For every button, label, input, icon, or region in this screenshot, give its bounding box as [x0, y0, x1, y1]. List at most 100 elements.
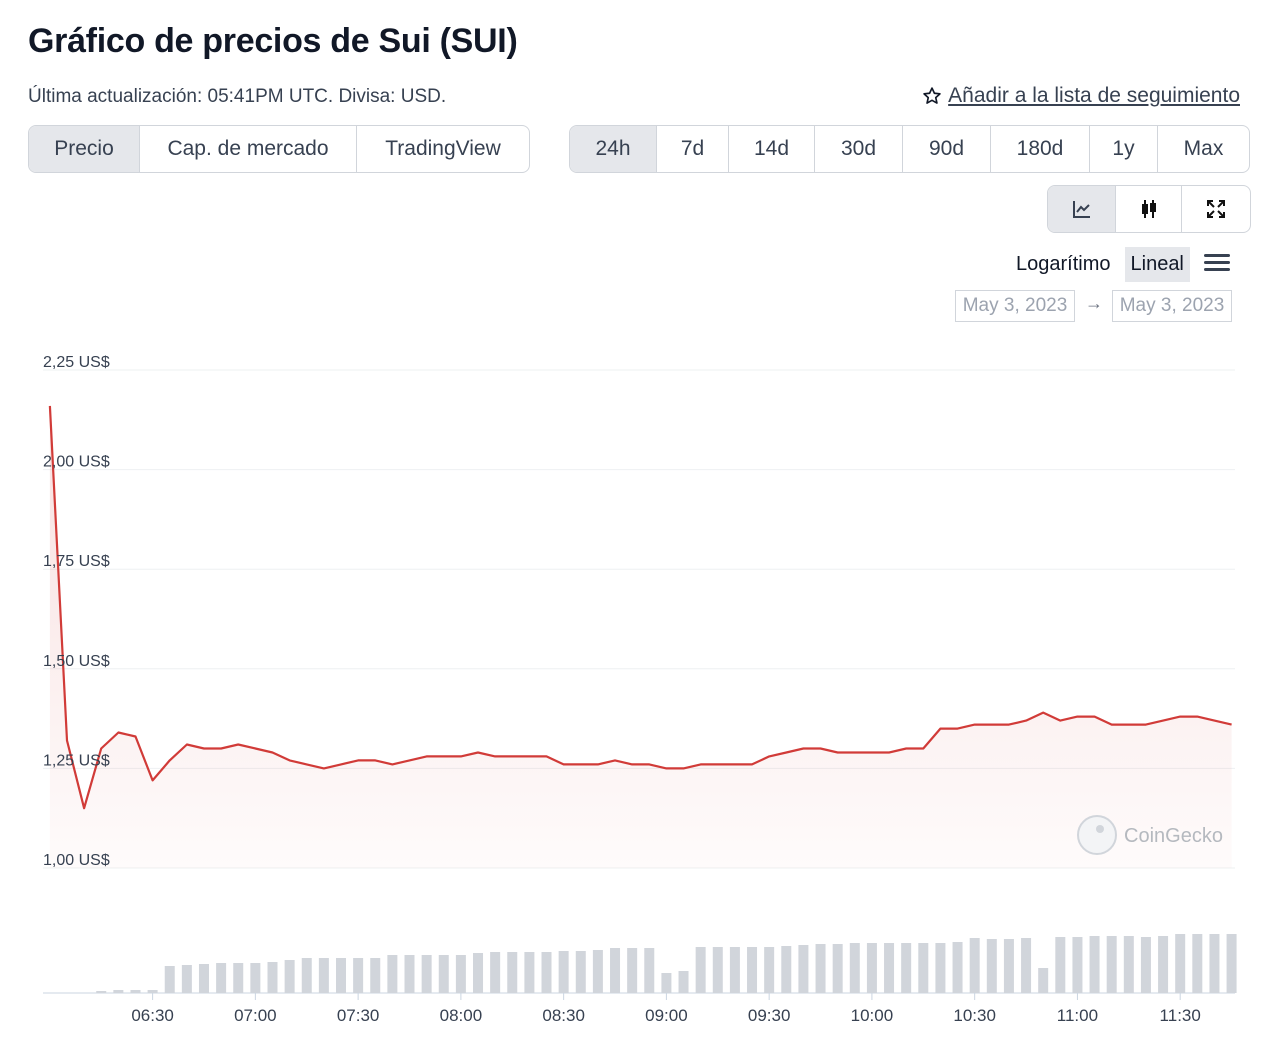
volume-bar [1089, 936, 1100, 993]
candle-chart-button[interactable] [1116, 186, 1182, 232]
volume-bar [216, 963, 227, 993]
tab-button[interactable]: 7d [657, 126, 729, 172]
x-tick-label: 09:30 [748, 1006, 791, 1025]
volume-bar [1192, 934, 1203, 993]
volume-bar [336, 958, 346, 993]
volume-bar [1158, 936, 1169, 993]
x-tick-label: 10:30 [953, 1006, 996, 1025]
volume-bar [1072, 937, 1083, 993]
volume-bar [969, 938, 980, 993]
menu-button[interactable] [1204, 252, 1230, 274]
volume-bar [233, 963, 244, 993]
tab-button[interactable]: 14d [729, 126, 815, 172]
tab-button[interactable]: TradingView [385, 137, 501, 160]
volume-bar [781, 946, 792, 993]
volume-bar [438, 955, 449, 993]
volume-bar [764, 947, 775, 993]
last-updated: Última actualización: 05:41PM UTC. Divis… [28, 86, 447, 107]
scale-linear[interactable]: Lineal [1124, 247, 1190, 282]
watermark: CoinGecko [1077, 815, 1223, 855]
volume-bar [1175, 934, 1186, 993]
volume-bar [404, 955, 415, 993]
volume-bar [353, 958, 364, 993]
x-tick-label: 09:00 [645, 1006, 688, 1025]
volume-bar [250, 963, 261, 993]
tab-button[interactable]: 24h [570, 126, 657, 172]
x-tick-label: 07:00 [234, 1006, 277, 1025]
volume-bar [421, 955, 432, 993]
watermark-text: CoinGecko [1124, 825, 1223, 847]
volume-bar [661, 973, 672, 993]
volume-bar [729, 947, 740, 993]
y-tick-label: 2,00 US$ [43, 454, 110, 471]
volume-bar [592, 950, 603, 993]
volume-bar [1226, 934, 1237, 993]
tab-button[interactable]: Max [1183, 137, 1224, 160]
volume-bar [952, 942, 963, 993]
x-tick-label: 08:30 [542, 1006, 585, 1025]
volume-bar [610, 948, 621, 993]
volume-bar [712, 947, 723, 993]
volume-bar [644, 948, 655, 993]
line-chart-button[interactable] [1048, 186, 1116, 232]
volume-bar [284, 960, 295, 993]
volume-bar [147, 990, 158, 993]
volume-bar [164, 966, 175, 993]
tab-button[interactable]: 180d [991, 126, 1090, 172]
volume-bar [815, 944, 826, 993]
volume-bar [918, 943, 929, 993]
volume-bar [1003, 939, 1014, 993]
tab-button[interactable]: 1y [1090, 126, 1158, 172]
volume-bar [627, 948, 638, 993]
volume-bar [1209, 934, 1220, 993]
x-tick-label: 10:00 [851, 1006, 894, 1025]
watchlist-text[interactable]: Añadir a la lista de seguimiento [948, 84, 1240, 107]
volume-bar [198, 964, 209, 993]
volume-bar [884, 943, 895, 993]
volume-bar [849, 943, 860, 993]
scale-log[interactable]: Logarítimo [1016, 253, 1111, 275]
volume-bar [318, 958, 329, 993]
volume-bar [524, 952, 535, 993]
fullscreen-button[interactable] [1182, 186, 1250, 232]
volume-bar [1123, 936, 1134, 993]
volume-bar [935, 943, 946, 993]
volume-bar [541, 952, 552, 993]
volume-bar [558, 951, 569, 993]
volume-bar [747, 947, 758, 993]
tab-button[interactable]: Precio [29, 126, 140, 172]
volume-bar [387, 955, 398, 993]
date-from[interactable]: May 3, 2023 [955, 290, 1075, 322]
volume-bar [455, 955, 466, 993]
volume-bar [575, 951, 586, 993]
volume-bar [695, 947, 706, 993]
y-tick-label: 1,00 US$ [43, 852, 110, 869]
tab-button[interactable]: Cap. de mercado [140, 126, 357, 172]
volume-bar [832, 944, 843, 993]
volume-bar [181, 965, 192, 993]
volume-bar [507, 952, 518, 993]
volume-bar [473, 953, 484, 993]
tab-group: Precio Cap. de mercado TradingView [28, 125, 530, 173]
tab-button[interactable]: 90d [903, 126, 991, 172]
tab-button[interactable]: 30d [815, 126, 903, 172]
volume-bar [866, 943, 877, 993]
price-line [48, 405, 1232, 810]
volume-bar [1140, 937, 1151, 993]
x-tick-label: 08:00 [440, 1006, 483, 1025]
volume-bar [901, 943, 912, 993]
volume-bar [267, 962, 278, 993]
y-tick-label: 1,50 US$ [43, 653, 110, 670]
watchlist-link[interactable]: Añadir a la lista de seguimiento [922, 84, 1240, 108]
scale-toggle: Logarítimo Lineal [1010, 247, 1190, 282]
x-tick-label: 11:00 [1057, 1006, 1098, 1025]
y-tick-label: 1,75 US$ [43, 553, 110, 570]
x-tick-label: 07:30 [337, 1006, 380, 1025]
volume-bar [96, 991, 107, 993]
volume-bar [113, 990, 124, 993]
star-icon [923, 87, 941, 104]
date-to[interactable]: May 3, 2023 [1112, 290, 1232, 322]
y-tick-label: 1,25 US$ [43, 752, 110, 769]
